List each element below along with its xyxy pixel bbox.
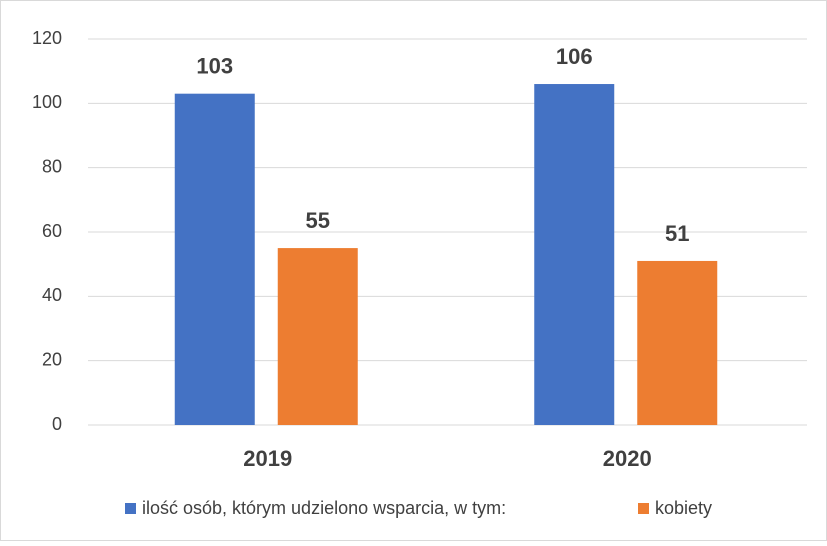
y-tick-label: 40: [42, 285, 62, 305]
bar: [637, 260, 718, 425]
x-tick-label: 2020: [603, 446, 652, 471]
bar: [534, 84, 615, 426]
bar: [174, 93, 255, 425]
y-tick-label: 0: [52, 414, 62, 434]
data-label: 55: [306, 208, 330, 233]
y-tick-label: 60: [42, 221, 62, 241]
y-tick-label: 20: [42, 349, 62, 369]
data-label: 51: [665, 221, 689, 246]
y-tick-label: 100: [32, 92, 62, 112]
legend-label: kobiety: [655, 498, 712, 518]
y-tick-label: 120: [32, 28, 62, 48]
x-tick-label: 2019: [243, 446, 292, 471]
data-label: 103: [196, 53, 233, 78]
legend-swatch: [125, 503, 136, 514]
legend-swatch: [638, 503, 649, 514]
data-label: 106: [556, 44, 593, 69]
bar: [277, 248, 358, 425]
y-tick-label: 80: [42, 156, 62, 176]
legend-label: ilość osób, którym udzielono wsparcia, w…: [142, 498, 506, 518]
